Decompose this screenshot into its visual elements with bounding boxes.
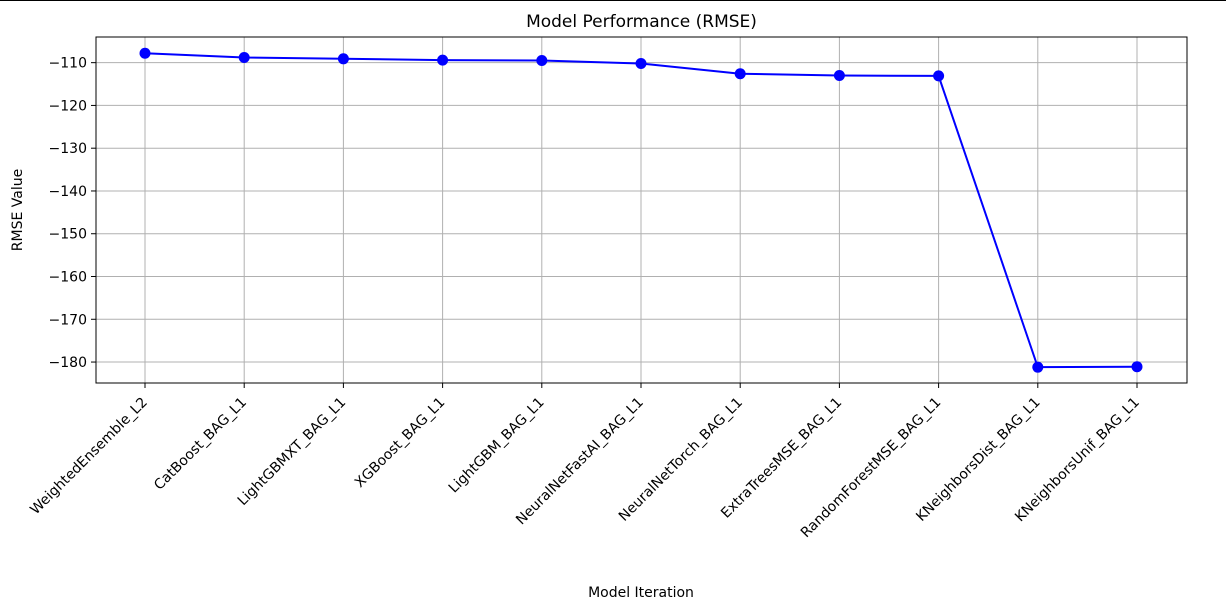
y-tick-label: −180 (49, 355, 87, 371)
data-point (536, 55, 548, 67)
data-point (933, 70, 945, 82)
y-tick-label: −150 (49, 227, 87, 243)
data-point (238, 52, 250, 64)
data-point (833, 69, 845, 81)
data-point (1032, 361, 1044, 373)
y-tick-label: −160 (49, 270, 87, 286)
x-tick-label: LightGBM_BAG_L1 (446, 395, 548, 497)
x-tick-label: CatBoost_BAG_L1 (151, 395, 250, 494)
y-tick-label: −110 (49, 56, 87, 72)
x-axis-title: Model Iteration (588, 585, 694, 601)
x-tick-label: WeightedEnsemble_L2 (27, 395, 150, 518)
series-rmse (139, 47, 1143, 373)
chart-title: Model Performance (RMSE) (526, 12, 757, 32)
x-axis: WeightedEnsemble_L2 CatBoost_BAG_L1LightG… (27, 383, 1143, 541)
y-tick-label: −130 (49, 141, 87, 157)
data-point (437, 54, 449, 66)
data-point (734, 68, 746, 80)
data-point (139, 47, 151, 59)
y-tick-label: −120 (49, 98, 87, 114)
y-axis: −110 −120 −130 −140 −150 −160 −170 −180 (49, 56, 96, 371)
data-point (1131, 361, 1143, 373)
x-tick-label: XGBoost_BAG_L1 (352, 395, 448, 491)
data-point (337, 53, 349, 65)
y-axis-title: RMSE Value (10, 169, 26, 251)
grid-lines (96, 37, 1187, 383)
x-tick-label: LightGBMXT_BAG_L1 (235, 395, 349, 509)
y-tick-label: −140 (49, 184, 87, 200)
data-point (635, 58, 647, 70)
y-tick-label: −170 (49, 312, 87, 328)
top-border-line (0, 0, 1226, 1)
